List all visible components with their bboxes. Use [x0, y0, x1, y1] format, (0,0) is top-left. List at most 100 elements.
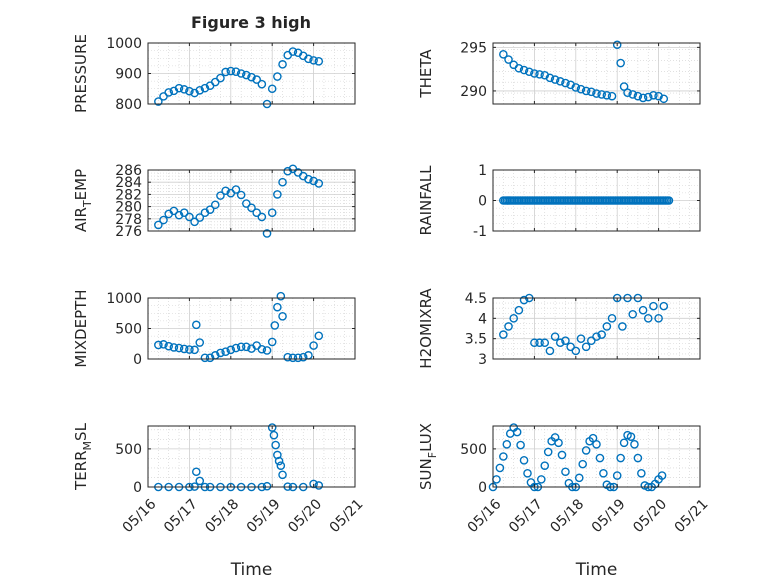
data-point	[179, 208, 189, 217]
axes-box	[492, 42, 701, 105]
data-point	[164, 341, 173, 351]
y-axis-label-subscript: F	[426, 452, 439, 458]
data-point	[574, 473, 584, 483]
y-tick-label: 286	[115, 163, 142, 179]
subplot-1: 800 900 1000 PRESSURE	[72, 34, 356, 113]
data-point	[314, 179, 324, 188]
x-axis-label: Time	[230, 560, 273, 580]
data-point	[298, 352, 308, 362]
y-tick-label: 3.5	[465, 332, 487, 348]
data-point	[504, 55, 513, 64]
data-point	[274, 456, 284, 466]
data-point	[271, 440, 280, 450]
data-point	[257, 79, 267, 89]
y-tick-label: 276	[115, 224, 142, 240]
data-point	[283, 352, 293, 362]
data-point	[216, 191, 225, 200]
y-tick-label: 500	[115, 322, 142, 338]
y-axis-label: PRESSURE	[72, 34, 90, 113]
y-axis-label: H2OMIXRA	[417, 288, 435, 369]
y-axis-label-part: THETA	[417, 49, 435, 99]
y-tick-label: 280	[115, 200, 142, 216]
data-point	[578, 459, 588, 469]
data-point	[502, 439, 512, 449]
data-point	[185, 212, 194, 222]
data-point	[154, 220, 163, 230]
data-point	[612, 471, 622, 480]
subplot-4: -1 0 1 RAINFALL	[417, 163, 701, 240]
data-point	[657, 471, 667, 480]
data-point	[205, 353, 215, 363]
data-point	[185, 86, 194, 96]
data-point	[571, 83, 581, 92]
data-point	[273, 302, 282, 312]
data-point	[314, 57, 324, 66]
data-point	[200, 83, 210, 93]
data-point	[273, 72, 282, 81]
data-point	[195, 85, 205, 95]
subplot-5: 0 500 1000 MIXDEPTH	[72, 289, 356, 368]
data-point	[602, 90, 612, 100]
data-point	[595, 453, 605, 463]
data-point	[262, 229, 272, 238]
data-point	[649, 301, 658, 311]
data-point	[592, 332, 601, 341]
data-point	[638, 93, 648, 103]
data-point	[649, 90, 658, 100]
y-axis-label-part: SL	[72, 422, 90, 441]
axes-box	[492, 425, 701, 488]
data-point	[540, 461, 550, 470]
data-point	[288, 353, 298, 363]
x-axis-label: Time	[575, 560, 618, 580]
data-point	[530, 338, 539, 348]
y-tick-label: 900	[115, 67, 142, 83]
data-point	[626, 432, 636, 441]
axes-box	[147, 425, 356, 488]
data-point	[664, 196, 674, 205]
data-point	[643, 314, 653, 323]
y-tick-label: 1000	[106, 36, 142, 52]
data-point	[269, 430, 279, 440]
data-point	[616, 58, 625, 68]
y-tick-label: 282	[115, 187, 142, 203]
data-point	[221, 67, 230, 77]
data-point	[602, 322, 612, 331]
data-point	[278, 60, 287, 69]
y-tick-label: 278	[115, 212, 142, 228]
data-point	[191, 320, 201, 330]
y-tick-label: 500	[460, 442, 487, 458]
data-point	[607, 314, 617, 323]
data-point	[216, 348, 225, 358]
data-point	[242, 342, 251, 352]
data-point	[535, 338, 544, 348]
data-point	[252, 208, 261, 217]
data-point	[195, 213, 205, 222]
data-point	[195, 338, 205, 347]
data-point	[159, 340, 168, 349]
data-point	[592, 89, 601, 98]
data-point	[555, 338, 565, 348]
data-point	[174, 210, 184, 220]
data-point	[599, 468, 608, 478]
data-point	[512, 427, 522, 437]
data-point	[242, 70, 251, 80]
data-point	[231, 343, 241, 353]
data-point	[252, 75, 261, 84]
data-point	[179, 85, 189, 94]
data-point	[309, 176, 318, 186]
data-point	[267, 423, 277, 432]
data-point	[314, 331, 324, 341]
y-tick-label: 0	[478, 194, 487, 210]
data-point	[561, 336, 570, 346]
data-point	[659, 94, 669, 104]
data-point	[247, 203, 256, 213]
data-point	[236, 69, 246, 78]
data-point	[576, 84, 586, 94]
data-point	[519, 65, 529, 75]
data-point	[561, 467, 570, 477]
axes-box	[147, 169, 356, 232]
data-point	[154, 340, 163, 350]
data-point	[309, 479, 318, 489]
